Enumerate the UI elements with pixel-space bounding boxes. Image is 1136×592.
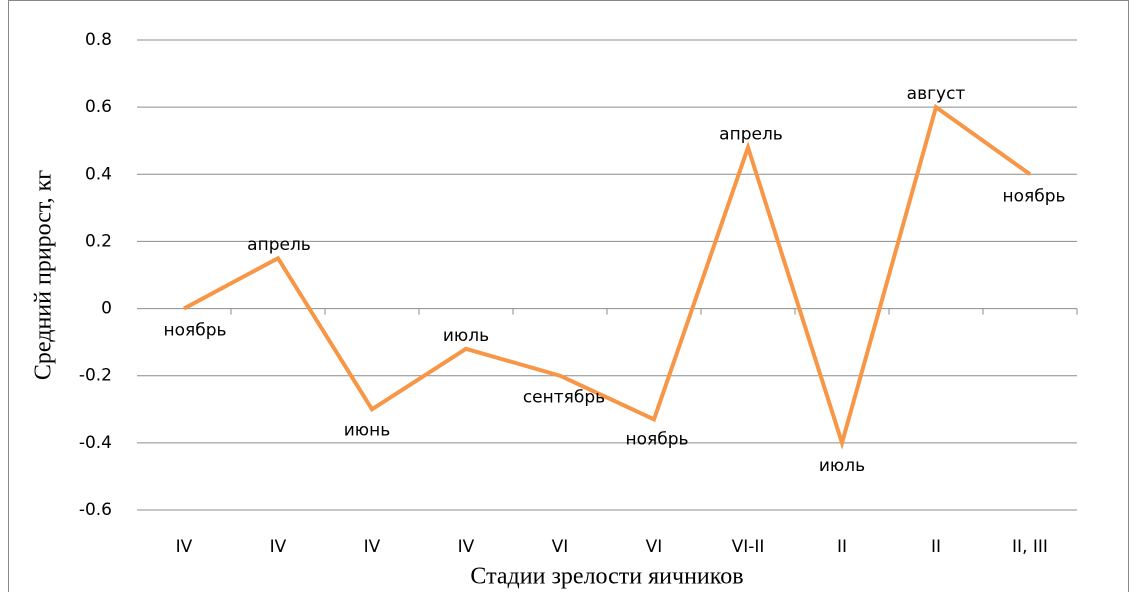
y-tick-label: -0.6 <box>79 500 112 520</box>
y-tick-label: 0.6 <box>85 97 112 117</box>
x-tick-label: IV <box>458 537 475 557</box>
x-tick-label: II, III <box>1012 537 1048 557</box>
x-tick-label: VI <box>552 537 569 557</box>
y-tick-label: 0.4 <box>85 164 112 184</box>
x-tick-label: II <box>837 537 847 557</box>
y-tick-label: 0.8 <box>85 30 112 50</box>
x-tick-label: VI-II <box>732 537 765 557</box>
point-annotation: апрель <box>719 124 783 144</box>
x-axis-title: Стадии зрелости яичников <box>470 564 743 590</box>
y-tick-label: 0 <box>101 299 112 319</box>
point-annotation: июль <box>443 326 489 346</box>
data-line <box>183 103 1032 450</box>
x-tick-label: II <box>931 537 941 557</box>
x-tick-label: IV <box>364 537 381 557</box>
point-annotation: июнь <box>344 420 391 440</box>
y-tick-label: -0.2 <box>79 366 112 386</box>
x-tick-label: VI <box>646 537 663 557</box>
y-tick-label: -0.4 <box>79 433 112 453</box>
point-annotation: ноябрь <box>1002 186 1065 206</box>
x-tick-label: IV <box>176 537 193 557</box>
chart-frame <box>8 0 1129 592</box>
point-annotation: ноябрь <box>163 321 226 341</box>
x-tick-label: IV <box>270 537 287 557</box>
y-axis-title: Средний прирост, кг <box>31 170 57 380</box>
point-annotation: сентябрь <box>523 388 605 408</box>
point-annotation: июль <box>819 456 865 476</box>
point-annotation: август <box>907 84 966 104</box>
point-annotation: апрель <box>247 235 311 255</box>
y-tick-label: 0.2 <box>85 231 112 251</box>
point-annotation: ноябрь <box>625 429 688 449</box>
